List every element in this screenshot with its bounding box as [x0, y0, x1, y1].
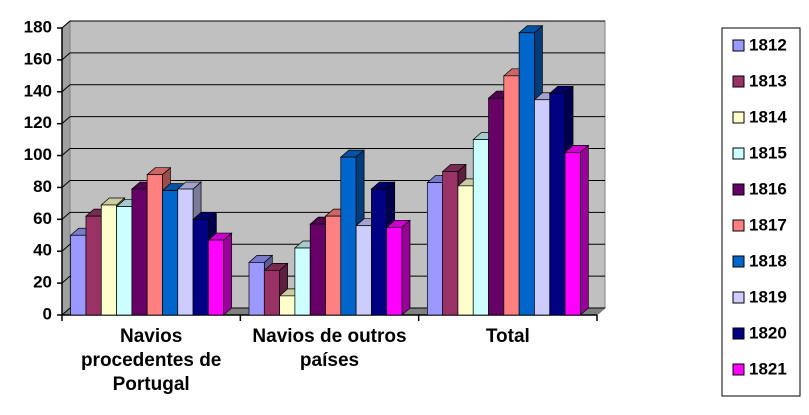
bar [442, 171, 459, 316]
legend-label: 1813 [749, 71, 787, 90]
bar [146, 174, 163, 316]
bar [503, 75, 520, 316]
grid-line-side [61, 307, 71, 316]
bar [340, 156, 357, 316]
bar [564, 152, 581, 316]
y-tick-label: 100 [24, 145, 52, 164]
bar [309, 223, 326, 316]
x-tick-label: Navios de outros países [252, 326, 407, 371]
y-tick-label: 60 [33, 209, 52, 228]
bar [116, 206, 133, 316]
grid-line-side [61, 52, 71, 61]
bar-side [401, 219, 411, 316]
y-tick-label: 40 [33, 241, 52, 260]
y-tick-label: 140 [24, 81, 52, 100]
x-tick-label: Total [485, 326, 530, 347]
x-tick-label: Navios procedentes de Portugal [80, 326, 222, 395]
bar [426, 182, 443, 316]
legend-label: 1815 [749, 143, 787, 162]
legend-label: 1818 [749, 251, 787, 270]
legend-swatch [732, 219, 745, 232]
legend-swatch [732, 147, 745, 160]
bar [518, 32, 535, 316]
legend-swatch [732, 291, 745, 304]
bar-side [223, 232, 233, 316]
legend-label: 1819 [749, 287, 787, 306]
bar [472, 139, 489, 316]
grid-line-side [61, 20, 71, 29]
bar [279, 295, 296, 316]
bar [208, 239, 225, 316]
legend-swatch [732, 327, 745, 340]
bar [70, 234, 87, 316]
legend-label: 1820 [749, 323, 787, 342]
y-tick-label: 0 [43, 304, 52, 323]
grid-line-side [61, 148, 71, 156]
bar [248, 262, 265, 316]
bar [488, 97, 505, 316]
bar [131, 188, 148, 316]
bar [457, 185, 474, 316]
legend-label: 1821 [749, 359, 787, 378]
y-tick-label: 80 [33, 177, 52, 196]
y-tick-label: 20 [33, 273, 52, 292]
y-tick-label: 120 [24, 113, 52, 132]
grid-line-side [61, 116, 71, 125]
y-tick-label: 160 [24, 49, 52, 68]
bar [263, 270, 280, 316]
bar [177, 188, 194, 316]
bar-side [579, 144, 589, 316]
bar [100, 204, 117, 316]
grid-line-side [61, 243, 71, 252]
bar [85, 215, 102, 316]
bar [371, 188, 388, 316]
bar [355, 225, 372, 316]
bar [386, 226, 403, 316]
bar [294, 247, 311, 316]
bar [534, 99, 551, 316]
legend-swatch [732, 183, 745, 196]
legend-label: 1812 [749, 35, 787, 54]
legend-swatch [732, 111, 745, 124]
legend-swatch [732, 255, 745, 268]
legend-label: 1817 [749, 215, 787, 234]
side-wall [61, 19, 71, 317]
grid-line-side [61, 211, 71, 220]
legend-swatch [732, 39, 745, 52]
bar [192, 218, 209, 316]
legend-label: 1816 [749, 179, 787, 198]
grid-line-side [61, 84, 71, 93]
bar [549, 93, 566, 316]
bar [325, 215, 342, 316]
legend-swatch [732, 75, 745, 88]
bar [162, 190, 179, 316]
y-tick-label: 180 [24, 17, 52, 36]
legend-swatch [732, 363, 745, 376]
grid-line-side [61, 275, 71, 284]
legend-label: 1814 [749, 107, 787, 126]
grid-line-side [61, 180, 71, 188]
